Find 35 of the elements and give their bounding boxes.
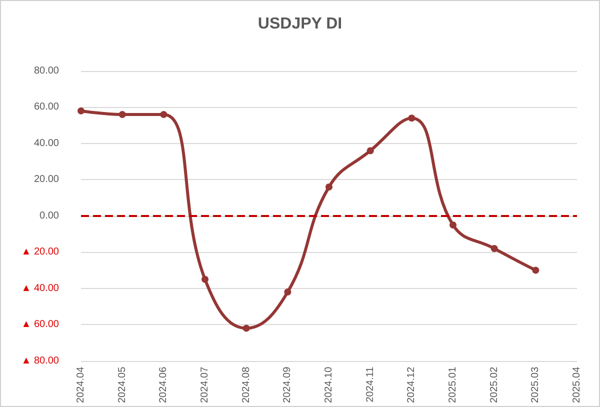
point [532,266,540,274]
point [450,221,456,228]
x-tick-label: 2024.11 [364,366,376,402]
point [490,245,498,252]
x-tick-label: 2024.04 [76,366,86,404]
y-tick-label: 0.00 [40,210,60,222]
point [284,288,292,296]
point [366,147,374,154]
point [326,183,332,190]
y-tick-label: 60.00 [34,102,60,113]
y-tick-label: ▲ 80.00 [21,355,60,366]
chart-title: USDJPY DI [258,16,342,32]
y-tick-label: 40.00 [34,138,60,149]
y-tick-label: ▲ 60.00 [21,319,60,330]
y-tick-label: ▲ 40.00 [21,282,60,294]
y-tick-label: 80.00 [34,66,60,76]
x-tick-label: 2025.01 [448,366,458,404]
x-tick-label: 2024.07 [200,366,210,404]
x-tick-label: 2024.09 [282,366,294,404]
point [160,110,168,118]
point [408,114,416,122]
x-tick-label: 2025.03 [530,366,542,404]
x-tick-label: 2024.12 [406,366,418,404]
point [242,324,250,332]
x-tick-label: 2025.04 [572,366,582,404]
point [78,107,84,114]
x-tick-label: 2024.08 [240,366,252,404]
x-tick-label: 2024.05 [116,366,128,404]
point [202,276,208,283]
x-tick-label: 2024.06 [158,366,170,404]
y-tick-label: 20.00 [34,174,60,186]
y-tick-label: ▲ 20.00 [21,246,60,258]
point [118,110,126,118]
x-tick-label: 2024.10 [324,366,334,404]
x-tick-label: 2025.02 [488,366,500,404]
